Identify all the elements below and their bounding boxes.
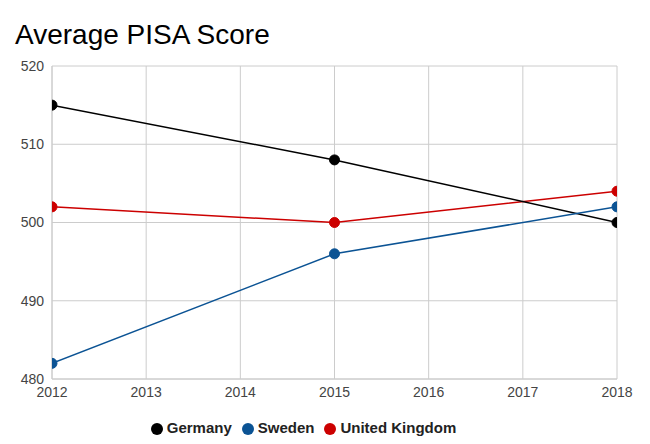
svg-text:480: 480	[21, 371, 45, 387]
svg-text:2012: 2012	[36, 383, 68, 400]
svg-text:490: 490	[21, 293, 45, 309]
svg-text:2013: 2013	[131, 384, 162, 400]
svg-text:510: 510	[21, 136, 45, 152]
svg-text:520: 520	[21, 58, 45, 74]
html-text:United Kingdom: United Kingdom	[340, 419, 457, 436]
svg-text:2015: 2015	[319, 384, 350, 400]
svg-text:2017: 2017	[507, 384, 538, 400]
html-text:Sweden: Sweden	[257, 419, 315, 436]
svg-text:2014: 2014	[225, 384, 256, 400]
html-text:Average PISA Score: Average PISA Score	[15, 19, 270, 50]
svg-text:2018: 2018	[601, 384, 632, 400]
svg-text:500: 500	[21, 214, 45, 230]
html-text:Germany: Germany	[166, 419, 232, 436]
svg-text:2016: 2016	[413, 384, 444, 400]
